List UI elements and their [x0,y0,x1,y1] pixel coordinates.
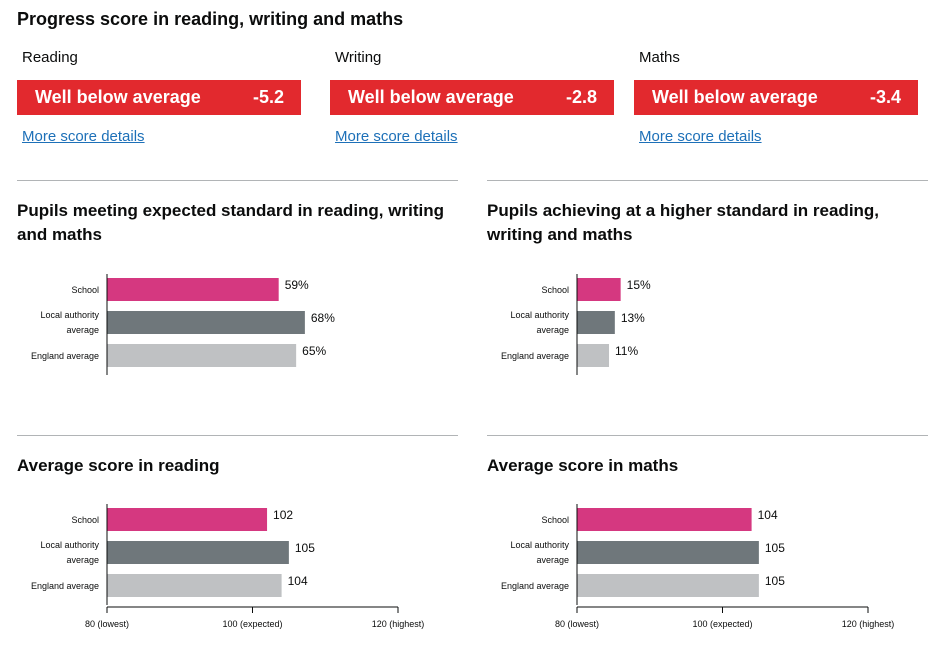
bar [107,541,289,564]
reading-score-badge: Well below average -5.2 [17,80,301,115]
data-label: 68% [311,311,335,325]
maths-progress-card: Maths Well below average -3.4 More score… [634,48,918,146]
data-label: 13% [621,311,645,325]
reading-average-chart: 102 School 105 Local authority average 104 Eng… [31,504,425,629]
reading-subject-label: Reading [22,49,78,66]
reading-more-details-link[interactable]: More score details [22,128,145,145]
bar [577,311,615,334]
data-label: 11% [615,344,638,358]
higher-standard-chart-title: Pupils achieving at a higher standard in… [487,201,880,244]
x-tick-label: 80 (lowest) [85,619,129,629]
data-label: 105 [765,541,785,555]
reading-average-chart-title: Average score in reading [17,456,220,475]
expected-standard-chart: 59% School 68% Local authority average 65% Eng… [31,274,335,375]
data-label: 15% [627,278,651,292]
bar [577,508,752,531]
section-divider [17,435,458,436]
category-label: England average [31,351,99,361]
writing-more-details-link[interactable]: More score details [335,128,458,145]
writing-subject-label: Writing [335,49,382,66]
x-tick-label: 100 (expected) [222,619,282,629]
x-tick-label: 120 (highest) [842,619,895,629]
x-tick-label: 120 (highest) [372,619,425,629]
maths-score-value: -3.4 [869,87,901,107]
writing-band-label: Well below average [348,87,514,107]
expected-standard-chart-title: Pupils meeting expected standard in read… [17,201,444,244]
page-title: Progress score in reading, writing and m… [17,9,404,29]
bar [107,574,282,597]
writing-score-value: -2.8 [565,87,597,107]
x-tick-label: 80 (lowest) [555,619,599,629]
bar [107,278,279,301]
category-label: England average [31,581,99,591]
category-label: School [541,515,569,525]
bar [577,344,610,367]
reading-progress-card: Reading Well below average -5.2 More sco… [17,48,301,146]
bar [577,541,759,564]
bar [107,508,268,531]
maths-score-badge: Well below average -3.4 [634,80,918,115]
data-label: 104 [758,508,778,522]
maths-band-label: Well below average [652,87,818,107]
category-label: England average [501,351,569,361]
category-label: Local authority average [40,540,99,565]
bar [107,344,297,367]
category-label: Local authority average [40,310,99,335]
maths-average-chart-title: Average score in maths [487,456,679,475]
category-label: School [71,285,99,295]
bar [577,278,621,301]
category-label: Local authority average [510,310,569,335]
section-divider [17,180,458,181]
section-divider [487,435,928,436]
data-label: 59% [285,278,309,292]
data-label: 104 [288,574,308,588]
x-tick-label: 100 (expected) [692,619,752,629]
category-label: School [541,285,569,295]
writing-score-badge: Well below average -2.8 [330,80,614,115]
data-label: 65% [302,344,326,358]
higher-standard-chart: 15% School 13% Local authority average 11% Eng… [501,274,651,375]
writing-progress-card: Writing Well below average -2.8 More sco… [330,48,614,146]
reading-score-value: -5.2 [252,87,284,107]
category-label: England average [501,581,569,591]
bar [577,574,759,597]
bar [107,311,305,334]
section-divider [487,180,928,181]
category-label: School [71,515,99,525]
maths-subject-label: Maths [639,49,680,66]
data-label: 105 [765,574,785,588]
category-label: Local authority average [510,540,569,565]
data-label: 105 [295,541,315,555]
data-label: 102 [273,508,293,522]
maths-more-details-link[interactable]: More score details [639,128,762,145]
maths-average-chart: 104 School 105 Local authority average 105 Eng… [501,504,895,629]
reading-band-label: Well below average [35,87,201,107]
